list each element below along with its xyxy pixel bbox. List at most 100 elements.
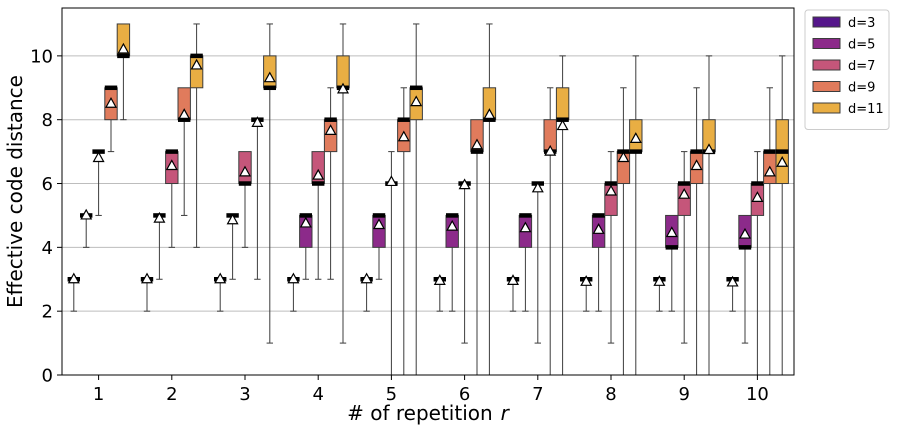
mean-marker: [763, 165, 776, 177]
y-axis-label: Effective code distance: [3, 75, 27, 308]
legend-label: d=3: [848, 16, 875, 31]
box-d=9-r9: [689, 87, 704, 376]
mean-marker: [604, 184, 618, 196]
box-d=7-r10: [750, 151, 765, 376]
legend-label: d=9: [848, 81, 875, 96]
legend-swatch: [812, 102, 841, 114]
mean-marker: [433, 274, 446, 285]
box-d=7-r7: [531, 181, 544, 344]
mean-marker: [617, 151, 630, 163]
mean-marker: [251, 116, 264, 127]
box-d=9-r2: [177, 87, 191, 216]
legend: d=3 d=5 d=7 d=9 d=11: [804, 9, 890, 130]
legend-label: d=7: [848, 59, 875, 74]
x-tick-label: 2: [166, 384, 177, 405]
mean-marker: [226, 213, 239, 225]
mean-marker: [140, 272, 154, 284]
mean-marker: [690, 159, 703, 171]
mean-marker: [531, 181, 544, 193]
x-tick-label: 4: [312, 384, 323, 405]
mean-marker: [324, 124, 337, 135]
legend-swatch: [812, 16, 841, 28]
mean-marker: [458, 178, 471, 190]
box-d=11-r8: [629, 55, 643, 376]
x-axis-label: # of repetition r: [347, 401, 511, 425]
box-d=11-r10: [775, 55, 789, 376]
legend-item-d=11: d=11: [812, 102, 884, 117]
mean-marker: [287, 272, 300, 284]
box-d=11-r7: [555, 55, 570, 376]
legend-swatch: [812, 59, 841, 71]
mean-marker: [726, 275, 739, 287]
box-d=11-r5: [409, 23, 423, 376]
mean-marker: [104, 97, 118, 108]
legend-item-d=7: d=7: [812, 59, 875, 74]
mean-marker: [190, 58, 203, 70]
box-d=9-r10: [763, 87, 777, 376]
mean-marker: [592, 223, 605, 234]
box-d=7-r6: [458, 181, 471, 344]
mean-marker: [629, 132, 642, 143]
legend-item-d=9: d=9: [812, 81, 875, 96]
box-d=11-r9: [702, 55, 716, 376]
x-axis-label-text: # of repetition: [347, 401, 493, 425]
mean-marker: [67, 272, 80, 284]
box-d=5-r6: [445, 213, 459, 312]
box-d=3-r4: [287, 277, 300, 312]
x-tick-label: 5: [386, 384, 397, 405]
legend-item-d=5: d=5: [812, 38, 875, 53]
x-tick-label: 9: [678, 384, 689, 405]
mean-marker: [372, 218, 386, 230]
mean-marker: [153, 211, 166, 223]
x-tick-label: 6: [459, 384, 470, 405]
mean-marker: [238, 165, 252, 177]
box-d=9-r4: [323, 87, 338, 280]
legend-label: d=11: [848, 102, 884, 117]
x-tick-label: 3: [239, 384, 250, 405]
mean-marker: [580, 275, 593, 286]
mean-marker: [665, 226, 678, 238]
mean-marker: [678, 187, 691, 199]
mean-markers: [67, 42, 789, 287]
box-d=11-r6: [482, 23, 497, 376]
box-d=3-r1: [67, 277, 80, 312]
x-tick-label: 1: [93, 384, 104, 405]
y-tick-label: 10: [30, 46, 53, 67]
mean-marker: [178, 108, 191, 120]
mean-marker: [544, 144, 557, 156]
mean-marker: [263, 71, 276, 83]
y-tick-label: 0: [42, 366, 53, 387]
mean-marker: [214, 272, 227, 284]
mean-marker: [519, 221, 532, 233]
mean-marker: [738, 227, 752, 239]
x-tick-label: 10: [746, 384, 769, 405]
box-d=3-r3: [214, 277, 227, 312]
mean-marker: [92, 151, 105, 163]
box-series: [67, 23, 789, 376]
mean-marker: [702, 143, 716, 155]
legend-swatch: [812, 38, 841, 49]
box-d=9-r3: [251, 117, 264, 280]
x-tick-label: 8: [605, 384, 616, 405]
mean-marker: [117, 42, 130, 54]
mean-marker: [446, 219, 459, 231]
x-axis-label-variable: r: [501, 401, 511, 425]
y-tick-label: 8: [42, 110, 53, 131]
mean-marker: [299, 216, 312, 228]
plot-area-frame: [61, 7, 795, 376]
mean-marker: [397, 130, 410, 142]
y-tick-label: 6: [42, 174, 53, 195]
legend-label: d=5: [848, 38, 875, 53]
box-d=9-r6: [470, 119, 484, 376]
mean-marker: [653, 275, 666, 286]
box-d=7-r9: [677, 151, 691, 344]
mean-marker: [410, 95, 423, 107]
iqr-box: [555, 87, 570, 121]
x-tick-label: 7: [532, 384, 543, 405]
legend-item-d=3: d=3: [812, 16, 875, 31]
y-tick-label: 4: [42, 238, 53, 259]
mean-marker: [360, 272, 373, 284]
mean-marker: [483, 108, 496, 120]
